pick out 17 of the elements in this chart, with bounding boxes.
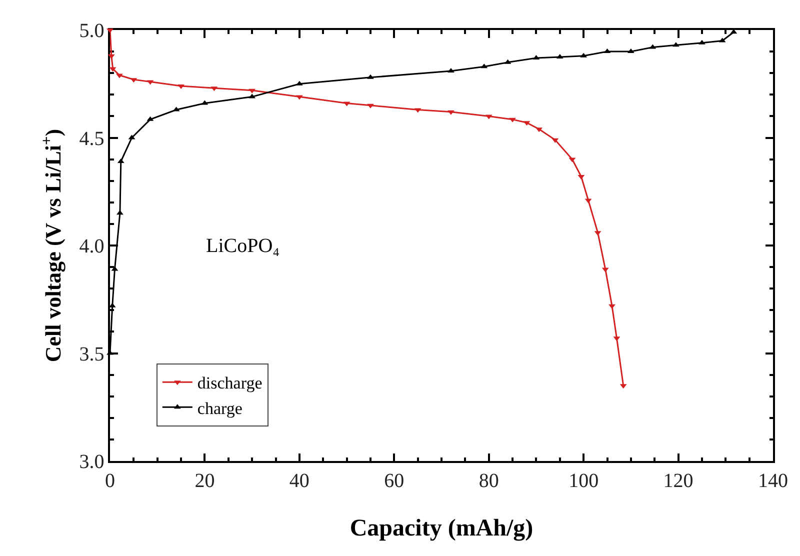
x-tick-label: 0 [105,470,115,492]
y-tick-label: 3.0 [79,451,104,473]
x-axis-title: Capacity (mAh/g) [350,516,534,542]
x-tick-label: 80 [478,470,499,492]
y-tick-label: 4.5 [79,128,104,150]
legend-label: discharge [197,374,262,393]
x-tick-label: 40 [289,470,310,492]
y-tick-label: 3.5 [79,343,104,366]
x-tick-label: 100 [568,470,599,492]
x-tick-label: 140 [758,470,788,492]
annotation: LiCoPO₄ [206,235,280,257]
x-tick-label: 60 [384,470,404,492]
legend-label: charge [197,398,242,418]
y-tick-label: 4.0 [79,236,104,258]
x-tick-label: 20 [194,470,215,492]
y-tick-label: 5.0 [79,20,104,42]
x-tick-label: 120 [663,470,694,492]
